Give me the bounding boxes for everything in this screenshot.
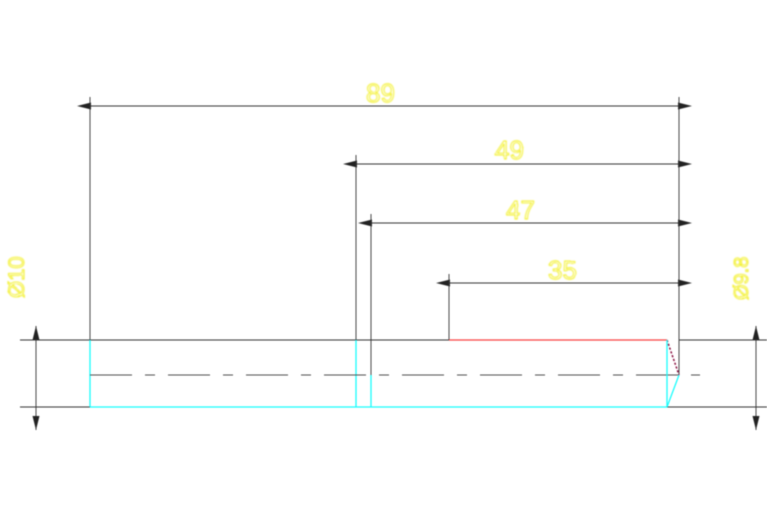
svg-text:Ø10: Ø10	[4, 256, 29, 298]
svg-text:49: 49	[495, 135, 524, 165]
svg-text:89: 89	[366, 78, 395, 108]
svg-text:35: 35	[548, 255, 577, 285]
svg-text:47: 47	[506, 195, 535, 225]
svg-text:Ø9.8: Ø9.8	[731, 257, 753, 300]
